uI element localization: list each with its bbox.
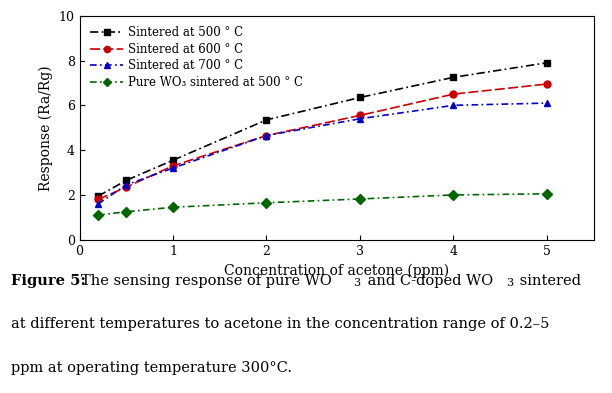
Text: ppm at operating temperature 300°C.: ppm at operating temperature 300°C. bbox=[11, 361, 292, 375]
X-axis label: Concentration of acetone (ppm): Concentration of acetone (ppm) bbox=[224, 263, 449, 277]
Text: at different temperatures to acetone in the concentration range of 0.2–5: at different temperatures to acetone in … bbox=[11, 318, 550, 331]
Text: sintered: sintered bbox=[515, 274, 581, 288]
Text: and C-doped WO: and C-doped WO bbox=[363, 274, 493, 288]
Legend: Sintered at 500 ° C, Sintered at 600 ° C, Sintered at 700 ° C, Pure WO₃ sintered: Sintered at 500 ° C, Sintered at 600 ° C… bbox=[86, 22, 308, 94]
Text: Figure 5:: Figure 5: bbox=[11, 274, 86, 288]
Text: 3: 3 bbox=[506, 278, 513, 288]
Text: 3: 3 bbox=[353, 278, 360, 288]
Y-axis label: Response (Ra/Rg): Response (Ra/Rg) bbox=[39, 65, 53, 191]
Text: The sensing response of pure WO: The sensing response of pure WO bbox=[81, 274, 332, 288]
